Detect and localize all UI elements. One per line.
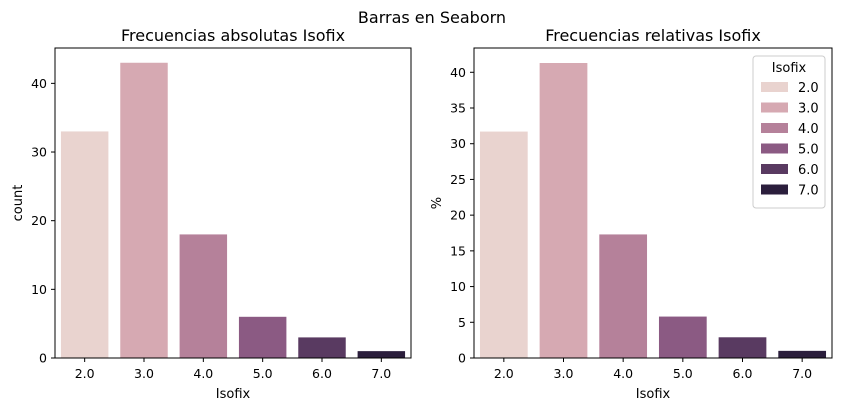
chart-panel-relative: Frecuencias relativas Isofix 0 5 10 15 20 25 30… <box>430 26 833 402</box>
y-tick-label: 25 <box>450 172 466 187</box>
x-tick-label: 3.0 <box>134 366 154 381</box>
legend-title: Isofix <box>772 61 807 76</box>
legend-entry-label: 3.0 <box>798 102 819 117</box>
bar-7.0 <box>778 350 827 358</box>
chart-title: Frecuencias relativas Isofix <box>545 26 761 45</box>
y-tick-label: 0 <box>458 351 466 366</box>
y-tick-label: 30 <box>450 136 466 151</box>
figure-suptitle: Barras en Seaborn <box>358 8 506 27</box>
legend-swatch <box>761 82 788 92</box>
y-tick-label: 40 <box>450 65 466 80</box>
legend-entry-label: 5.0 <box>798 143 819 158</box>
legend-entry-label: 6.0 <box>798 163 819 178</box>
y-axis-label: % <box>430 197 445 209</box>
x-tick-label: 2.0 <box>494 366 514 381</box>
legend-swatch <box>761 102 788 113</box>
legend: Isofix 2.0 3.0 4.0 5.0 6.0 7.0 <box>752 55 826 209</box>
legend-entry-label: 2.0 <box>798 81 819 96</box>
bar-5.0 <box>238 316 287 358</box>
y-tick-label: 0 <box>39 351 47 366</box>
x-tick-label: 4.0 <box>613 366 633 381</box>
y-tick-label: 40 <box>31 76 47 91</box>
y-tick-label: 5 <box>458 315 466 330</box>
x-tick-label: 6.0 <box>312 366 332 381</box>
axes-frame <box>473 47 833 359</box>
axes-frame <box>54 47 412 359</box>
x-tick-label: 7.0 <box>371 366 391 381</box>
y-tick-label: 10 <box>450 279 466 294</box>
x-tick-label: 4.0 <box>193 366 213 381</box>
x-tick-label: 6.0 <box>733 366 753 381</box>
x-tick-label: 5.0 <box>253 366 273 381</box>
y-tick-label: 35 <box>450 101 466 116</box>
chart-title: Frecuencias absolutas Isofix <box>121 26 345 45</box>
bar-3.0 <box>120 62 168 359</box>
x-tick-label: 7.0 <box>792 366 812 381</box>
bar-4.0 <box>179 234 228 358</box>
bar-5.0 <box>658 316 707 358</box>
legend-entry-label: 4.0 <box>798 122 819 137</box>
x-tick-label: 5.0 <box>673 366 693 381</box>
legend-swatch <box>761 184 788 195</box>
bar-6.0 <box>298 337 346 358</box>
y-tick-label: 30 <box>31 145 47 160</box>
legend-swatch <box>761 123 788 133</box>
legend-entry-label: 7.0 <box>798 184 819 199</box>
bar-2.0 <box>60 131 109 358</box>
bar-6.0 <box>718 337 767 358</box>
bar-3.0 <box>539 63 588 358</box>
y-tick-label: 10 <box>31 282 47 297</box>
bar-4.0 <box>599 234 648 358</box>
legend-swatch <box>761 143 788 154</box>
y-tick-label: 20 <box>450 208 466 223</box>
x-tick-label: 3.0 <box>554 366 574 381</box>
y-tick-label: 20 <box>31 213 47 228</box>
chart-panel-absolute: Frecuencias absolutas Isofix 0 10 20 30 40 2.0… <box>11 26 412 402</box>
y-tick-label: 15 <box>450 243 466 258</box>
x-axis-label: Isofix <box>216 387 251 402</box>
x-axis-label: Isofix <box>636 387 671 402</box>
y-axis-label: count <box>11 185 26 222</box>
bar-7.0 <box>357 351 406 358</box>
bar-2.0 <box>479 131 528 358</box>
legend-swatch <box>761 164 788 174</box>
x-tick-label: 2.0 <box>75 366 95 381</box>
